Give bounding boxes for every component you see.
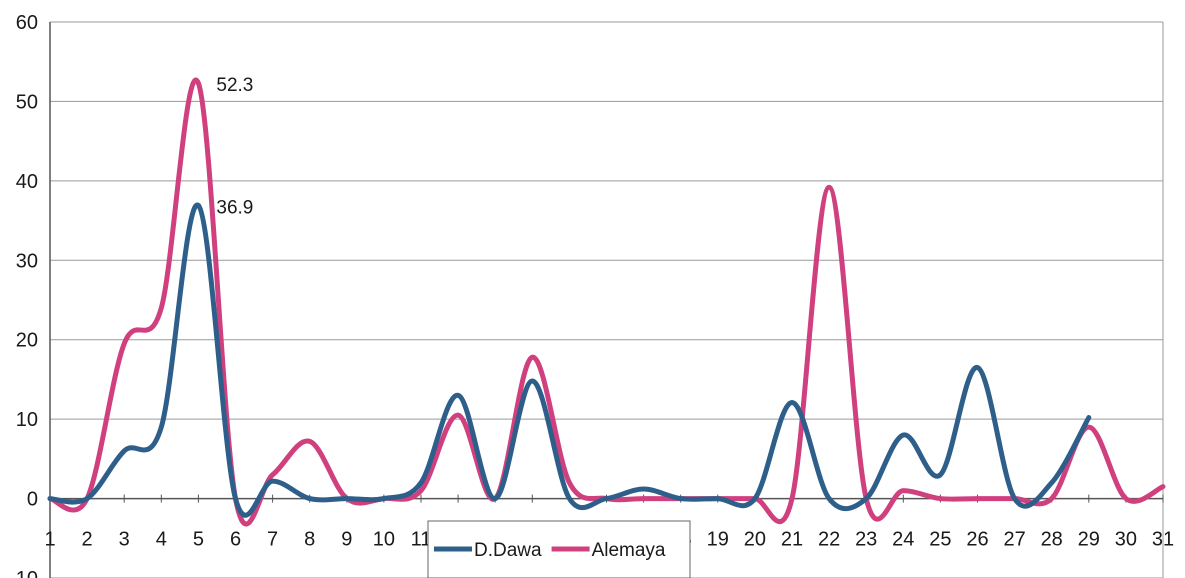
x-tick-label: 24 — [892, 529, 914, 551]
x-tick-label: 31 — [1152, 529, 1174, 551]
x-tick-label: 26 — [966, 529, 988, 551]
x-tick-label: 30 — [1115, 529, 1137, 551]
y-tick-label: 30 — [16, 250, 38, 272]
x-tick-label: 11 — [411, 529, 432, 551]
series-lines — [47, 77, 1166, 527]
x-tick-label: 7 — [267, 529, 278, 551]
x-tick-label: 8 — [304, 529, 315, 551]
x-tick-label: 21 — [781, 529, 803, 551]
x-tick-label: 23 — [855, 529, 877, 551]
y-tick-label: 0 — [27, 489, 38, 511]
y-tick-label: 40 — [16, 171, 38, 193]
x-tick-label: 28 — [1041, 529, 1063, 551]
y-tick-label: 20 — [16, 330, 38, 352]
x-tick-label: 25 — [929, 529, 951, 551]
data-labels: 52.3 36.9 — [216, 75, 253, 218]
x-tick-label: 2 — [82, 529, 93, 551]
x-tick-label: 4 — [156, 529, 167, 551]
x-tick-label: 5 — [193, 529, 204, 551]
x-tick-label: 9 — [341, 529, 352, 551]
x-tick-label: 27 — [1003, 529, 1025, 551]
y-tick-label: 60 — [16, 12, 38, 34]
x-tick-label: 29 — [1078, 529, 1100, 551]
y-tick-label: 50 — [16, 91, 38, 113]
y-tick-label: -10 — [9, 568, 38, 578]
legend: D.Dawa Alemaya — [427, 520, 691, 578]
axes: -100102030405060123456789101112131415161… — [9, 12, 1174, 578]
series-line-d-dawa — [47, 202, 1092, 518]
data-label: 52.3 — [216, 75, 253, 96]
x-tick-label: 10 — [373, 529, 395, 551]
gridlines — [50, 21, 1163, 578]
x-tick-label: 19 — [707, 529, 729, 551]
legend-label: D.Dawa — [474, 540, 542, 561]
x-tick-label: 3 — [119, 529, 130, 551]
y-tick-label: 10 — [16, 409, 38, 431]
x-tick-label: 1 — [44, 529, 55, 551]
x-tick-label: 22 — [818, 529, 840, 551]
legend-label: Alemaya — [592, 540, 666, 561]
x-tick-label: 6 — [230, 529, 241, 551]
series-line-alemaya — [47, 77, 1166, 527]
data-label: 36.9 — [216, 197, 253, 218]
x-tick-label: 20 — [744, 529, 766, 551]
